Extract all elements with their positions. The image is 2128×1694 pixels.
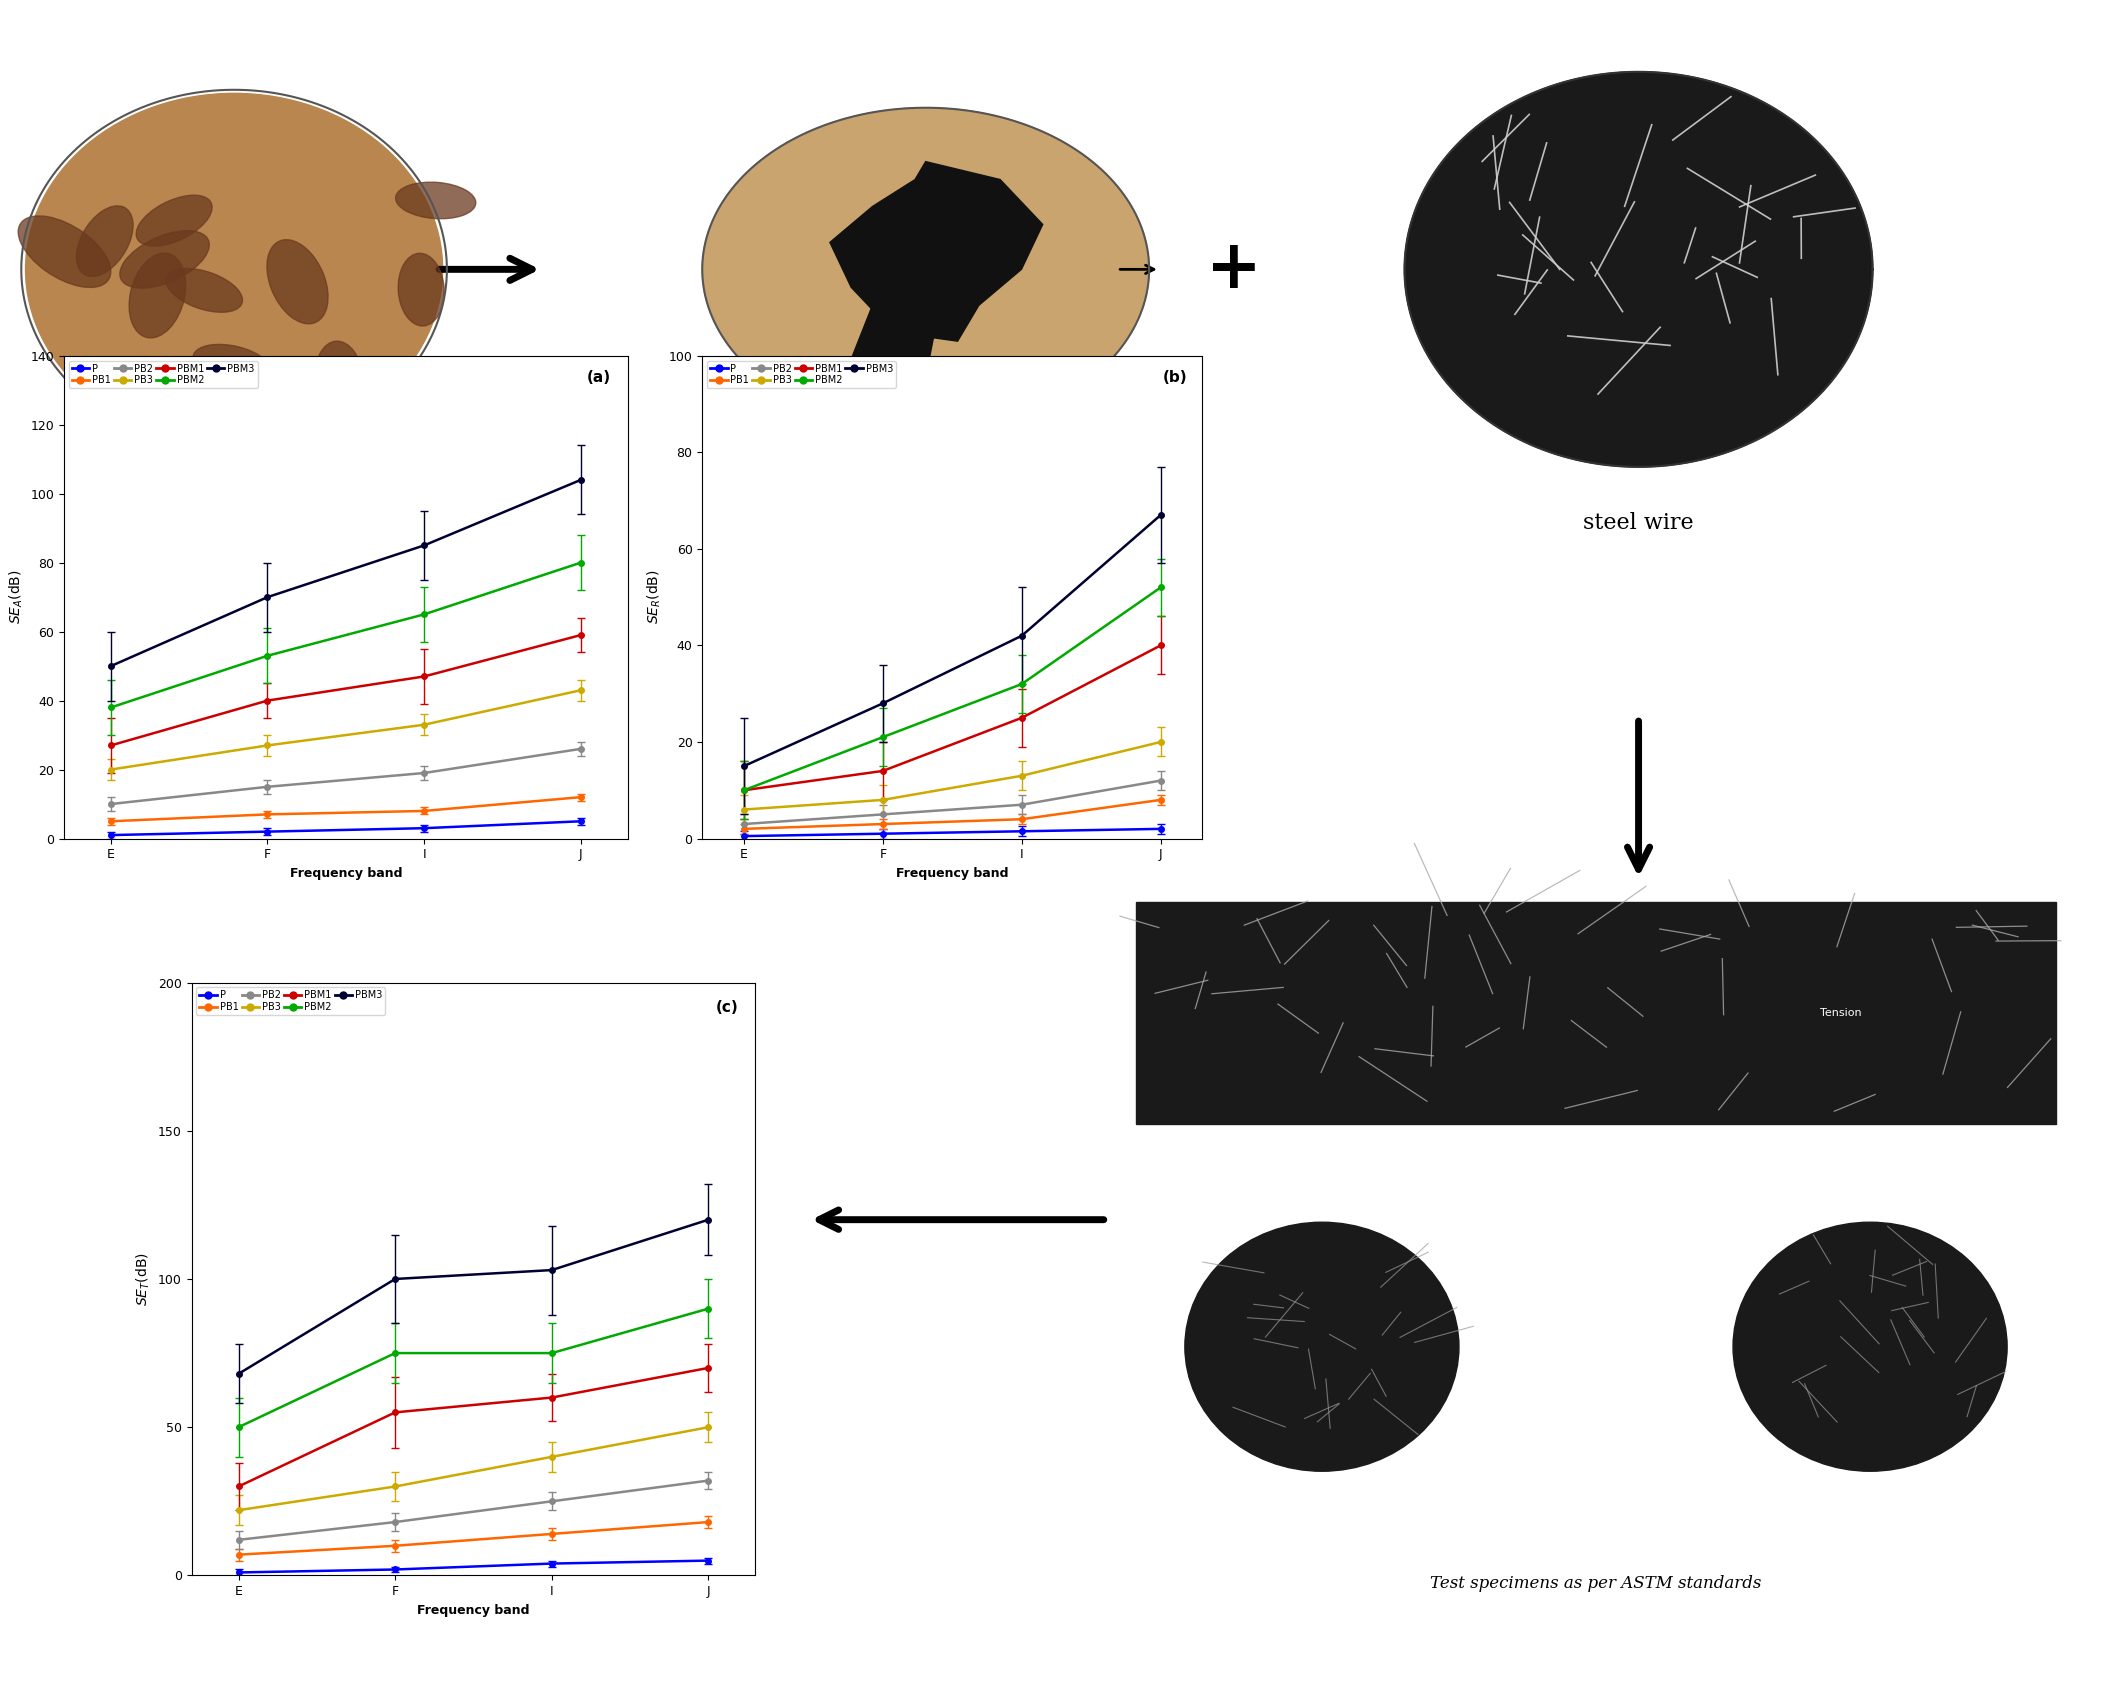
Ellipse shape	[77, 207, 134, 276]
Legend: P, PB1, PB2, PB3, PBM1, PBM2, PBM3: P, PB1, PB2, PB3, PBM1, PBM2, PBM3	[196, 988, 385, 1015]
Ellipse shape	[194, 344, 272, 385]
Text: EMI: EMI	[1313, 1475, 1332, 1486]
Legend: P, PB1, PB2, PB3, PBM1, PBM2, PBM3: P, PB1, PB2, PB3, PBM1, PBM2, PBM3	[706, 361, 896, 388]
Ellipse shape	[230, 407, 300, 474]
Text: (b): (b)	[1162, 371, 1187, 385]
Ellipse shape	[19, 215, 111, 288]
Text: +: +	[1207, 237, 1262, 302]
Y-axis label: $SE_A$(dB): $SE_A$(dB)	[6, 569, 26, 625]
Ellipse shape	[266, 241, 328, 324]
Ellipse shape	[702, 108, 1149, 430]
Ellipse shape	[315, 340, 364, 417]
Ellipse shape	[166, 268, 243, 312]
Ellipse shape	[1185, 1223, 1460, 1470]
Text: Dried BN husk
after cleaned: Dried BN husk after cleaned	[153, 512, 315, 551]
Y-axis label: $SE_T$(dB): $SE_T$(dB)	[134, 1252, 153, 1306]
Legend: P, PB1, PB2, PB3, PBM1, PBM2, PBM3: P, PB1, PB2, PB3, PBM1, PBM2, PBM3	[68, 361, 257, 388]
X-axis label: Frequency band: Frequency band	[896, 867, 1009, 879]
Text: Dielectric: Dielectric	[1843, 1475, 1896, 1486]
Text: steel wire: steel wire	[1583, 512, 1694, 534]
Text: (c): (c)	[715, 999, 738, 1015]
X-axis label: Frequency band: Frequency band	[289, 867, 402, 879]
Text: Obtained biocarbon
of size 80μm: Obtained biocarbon of size 80μm	[817, 512, 1034, 551]
Text: Tension: Tension	[1819, 1008, 1862, 1018]
Circle shape	[26, 93, 443, 446]
Polygon shape	[851, 305, 936, 378]
Ellipse shape	[119, 230, 209, 288]
Ellipse shape	[396, 183, 477, 219]
X-axis label: Frequency band: Frequency band	[417, 1604, 530, 1616]
Ellipse shape	[136, 195, 213, 246]
Polygon shape	[830, 161, 1043, 340]
Circle shape	[1404, 71, 1873, 468]
Text: Test specimens as per ASTM standards: Test specimens as per ASTM standards	[1430, 1575, 1762, 1592]
Text: (a): (a)	[587, 371, 611, 385]
Y-axis label: $SE_R$(dB): $SE_R$(dB)	[645, 569, 664, 625]
Ellipse shape	[1732, 1223, 2007, 1470]
Ellipse shape	[398, 254, 445, 325]
FancyBboxPatch shape	[1136, 901, 2056, 1125]
Ellipse shape	[130, 252, 185, 337]
